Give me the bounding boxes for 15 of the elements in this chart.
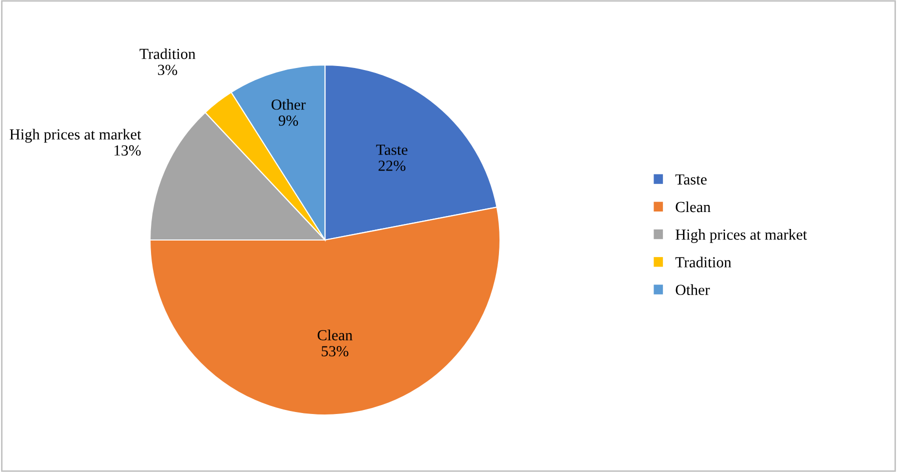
slice-label: Clean [318,330,352,340]
data-label: 53% [322,346,348,356]
legend-label: High prices at market [676,229,807,243]
data-label: 13% [114,145,141,156]
data-label: 22% [378,160,406,171]
legend-label: Tradition [675,256,732,268]
slice-label: Taste [376,144,408,155]
slice-label: Tradition [140,48,196,60]
legend-label: Other [676,284,710,296]
legend-label: Taste [675,174,707,185]
legend-label: Clean [676,201,711,212]
data-label: 3% [158,64,178,76]
data-label: 9% [278,115,298,126]
slice-label: Other [272,99,306,110]
slice-label: High prices at market [10,128,142,143]
